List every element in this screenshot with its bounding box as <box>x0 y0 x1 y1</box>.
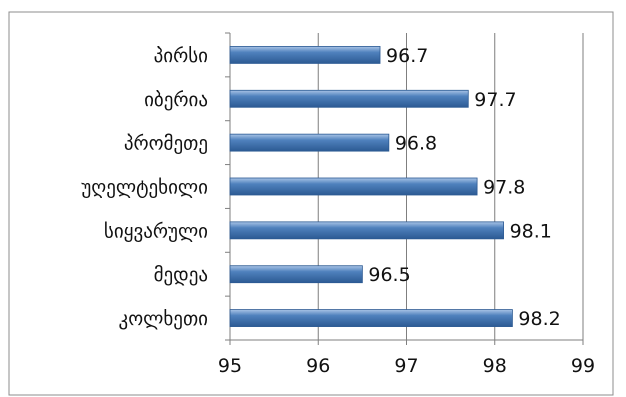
data-label: 96.5 <box>368 264 410 286</box>
category-labels: პირსი იბერია პრომეთე უღელტეხილი სიყვარული მედ… <box>81 45 208 330</box>
x-tick-label: 96 <box>306 355 330 377</box>
category-label: კოლხეთი <box>119 308 208 330</box>
bar <box>229 133 390 152</box>
data-label: 98.2 <box>518 308 560 330</box>
bar <box>229 46 381 64</box>
category-label: უღელტეხილი <box>81 177 208 199</box>
data-label: 97.7 <box>474 89 516 111</box>
bar <box>229 221 504 240</box>
data-label: 96.8 <box>395 133 437 155</box>
data-label: 97.8 <box>483 177 525 199</box>
bar <box>229 89 469 108</box>
x-tick-label: 98 <box>483 355 507 377</box>
data-label: 96.7 <box>386 45 428 67</box>
category-label: იბერია <box>144 89 208 111</box>
bars <box>229 46 513 327</box>
chart-frame <box>8 11 614 396</box>
x-tick-label: 99 <box>571 355 595 377</box>
bar <box>229 309 513 327</box>
tick-labels: 95 96 97 98 99 <box>218 355 595 377</box>
category-label: პრომეთე <box>124 133 208 155</box>
data-labels: 96.7 97.7 96.8 97.8 98.1 96.5 98.2 <box>368 45 560 330</box>
category-label: პირსი <box>154 45 208 67</box>
x-tick-label: 97 <box>394 355 418 377</box>
category-label: სიყვარული <box>104 220 208 242</box>
x-tick-label: 95 <box>218 355 242 377</box>
data-label: 98.1 <box>510 220 552 242</box>
bar <box>229 177 478 196</box>
bar <box>229 265 363 284</box>
category-label: მედეა <box>154 264 208 286</box>
